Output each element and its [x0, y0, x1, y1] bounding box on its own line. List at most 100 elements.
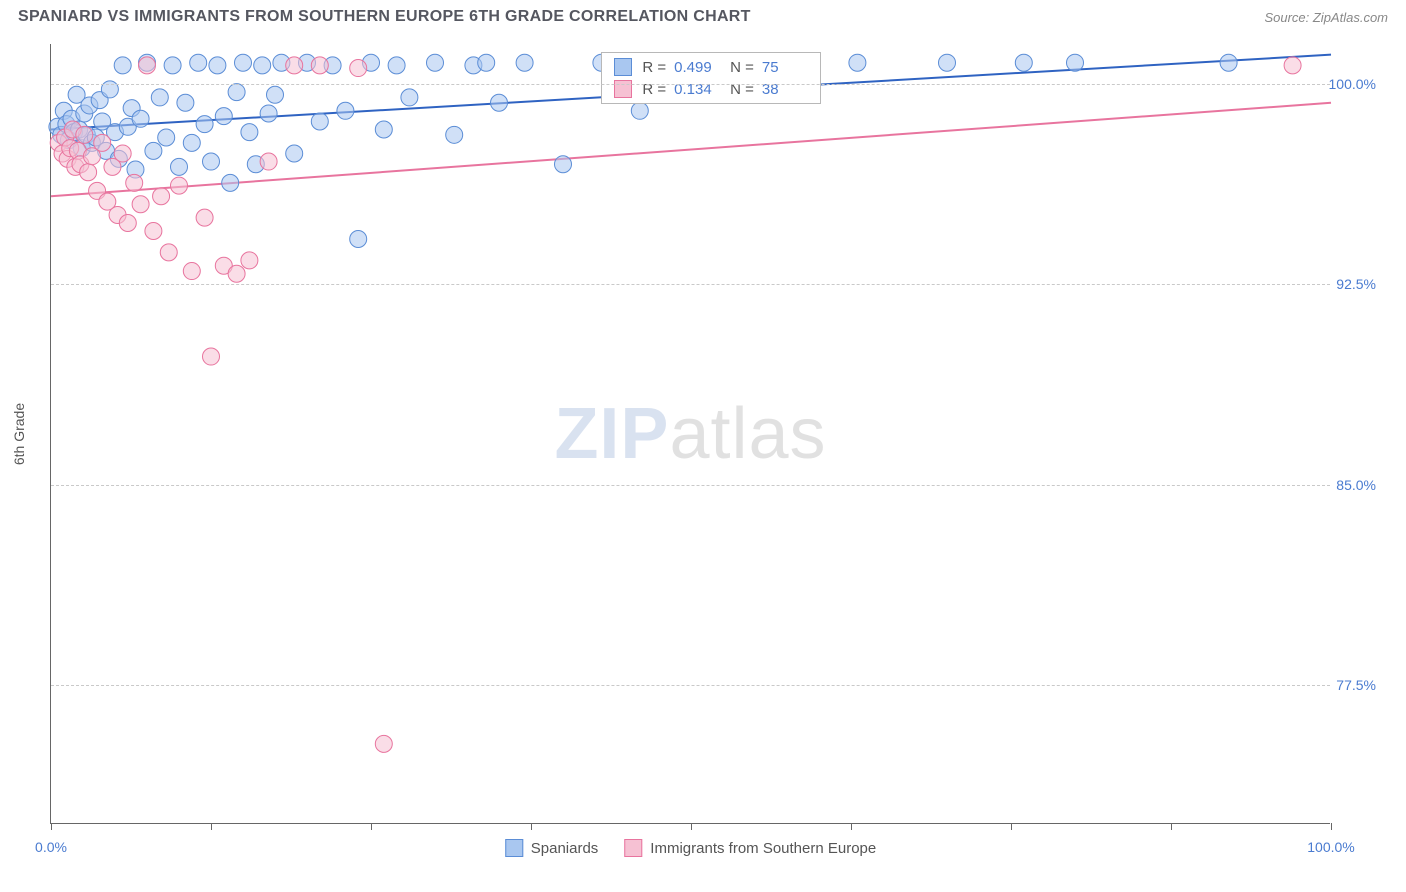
- scatter-plot-svg: [51, 44, 1330, 823]
- data-point: [183, 134, 200, 151]
- data-point: [555, 156, 572, 173]
- data-point: [241, 124, 258, 141]
- grid-line: [51, 84, 1330, 85]
- data-point: [209, 57, 226, 74]
- r-label: R =: [642, 81, 666, 98]
- y-tick-label: 100.0%: [1329, 76, 1376, 92]
- legend-label: Spaniards: [531, 840, 599, 857]
- data-point: [196, 209, 213, 226]
- data-point: [151, 89, 168, 106]
- data-point: [114, 145, 131, 162]
- regression-line: [51, 103, 1331, 196]
- x-tick: [211, 823, 212, 830]
- data-point: [516, 54, 533, 71]
- data-point: [132, 196, 149, 213]
- data-point: [267, 86, 284, 103]
- data-point: [1015, 54, 1032, 71]
- data-point: [228, 84, 245, 101]
- data-point: [177, 94, 194, 111]
- n-label: N =: [730, 81, 754, 98]
- legend-stat-row: R =0.499N =75: [602, 56, 820, 78]
- data-point: [350, 231, 367, 248]
- n-value: 75: [762, 59, 808, 76]
- data-point: [126, 174, 143, 191]
- y-tick-label: 77.5%: [1336, 677, 1376, 693]
- data-point: [286, 145, 303, 162]
- data-point: [1284, 57, 1301, 74]
- title-bar: SPANIARD VS IMMIGRANTS FROM SOUTHERN EUR…: [0, 0, 1406, 30]
- x-tick-label: 100.0%: [1307, 839, 1354, 855]
- legend-stat-row: R = 0.134 N = 38: [602, 78, 820, 100]
- grid-line: [51, 685, 1330, 686]
- data-point: [203, 153, 220, 170]
- r-value: 0.499: [674, 59, 720, 76]
- data-point: [228, 265, 245, 282]
- legend-swatch: [624, 839, 642, 857]
- x-tick: [51, 823, 52, 830]
- x-tick-label: 0.0%: [35, 839, 67, 855]
- n-value: 38: [762, 81, 808, 98]
- data-point: [260, 105, 277, 122]
- data-point: [222, 174, 239, 191]
- data-point: [171, 177, 188, 194]
- y-tick-label: 92.5%: [1336, 276, 1376, 292]
- x-tick: [1331, 823, 1332, 830]
- data-point: [254, 57, 271, 74]
- data-point: [337, 102, 354, 119]
- legend-swatch: [614, 58, 632, 76]
- legend-item: Spaniards: [505, 839, 599, 857]
- data-point: [311, 57, 328, 74]
- data-point: [375, 735, 392, 752]
- data-point: [145, 142, 162, 159]
- legend-label: Immigrants from Southern Europe: [650, 840, 876, 857]
- data-point: [183, 263, 200, 280]
- data-point: [241, 252, 258, 269]
- data-point: [190, 54, 207, 71]
- r-value: 0.134: [674, 81, 720, 98]
- series-legend: Spaniards Immigrants from Southern Europe: [505, 839, 876, 857]
- data-point: [427, 54, 444, 71]
- legend-item: Immigrants from Southern Europe: [624, 839, 876, 857]
- data-point: [158, 129, 175, 146]
- x-tick: [1171, 823, 1172, 830]
- regression-stats-legend: R = 0.499 N = 75 R = 0.134 N = 38: [601, 52, 821, 104]
- data-point: [939, 54, 956, 71]
- x-tick: [1011, 823, 1012, 830]
- data-point: [388, 57, 405, 74]
- x-tick: [851, 823, 852, 830]
- data-point: [203, 348, 220, 365]
- x-tick: [691, 823, 692, 830]
- data-point: [849, 54, 866, 71]
- grid-line: [51, 284, 1330, 285]
- data-point: [171, 158, 188, 175]
- data-point: [375, 121, 392, 138]
- data-point: [80, 164, 97, 181]
- data-point: [132, 110, 149, 127]
- data-point: [76, 126, 93, 143]
- data-point: [114, 57, 131, 74]
- source-label: Source: ZipAtlas.com: [1264, 10, 1388, 25]
- data-point: [145, 222, 162, 239]
- data-point: [94, 134, 111, 151]
- y-tick-label: 85.0%: [1336, 477, 1376, 493]
- data-point: [1220, 54, 1237, 71]
- data-point: [350, 60, 367, 77]
- y-axis-label: 6th Grade: [11, 402, 27, 464]
- x-tick: [531, 823, 532, 830]
- data-point: [119, 214, 136, 231]
- plot-area: 6th Grade ZIPatlas R =0.499N =75R =0.134…: [50, 44, 1330, 824]
- data-point: [478, 54, 495, 71]
- chart-title: SPANIARD VS IMMIGRANTS FROM SOUTHERN EUR…: [18, 8, 751, 26]
- legend-swatch: [614, 80, 632, 98]
- data-point: [491, 94, 508, 111]
- data-point: [215, 108, 232, 125]
- x-tick: [371, 823, 372, 830]
- data-point: [260, 153, 277, 170]
- data-point: [235, 54, 252, 71]
- grid-line: [51, 485, 1330, 486]
- n-label: N =: [730, 59, 754, 76]
- data-point: [401, 89, 418, 106]
- data-point: [160, 244, 177, 261]
- legend-swatch: [505, 839, 523, 857]
- data-point: [1067, 54, 1084, 71]
